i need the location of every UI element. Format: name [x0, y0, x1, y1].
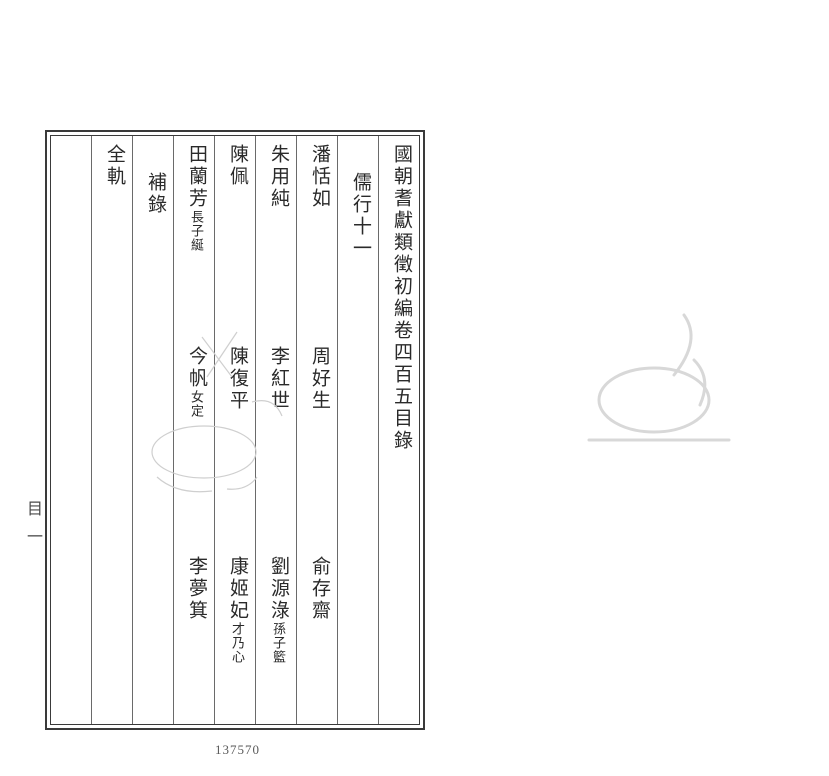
entry-column-5: 補錄 — [133, 136, 174, 724]
text-frame: 國朝耆獻類徵初編卷四百五目錄 儒行十一 潘恬如 周好生 俞存齋 朱用純 李紅世 … — [50, 135, 420, 725]
entry-name: 劉源淥孫子籃 — [265, 556, 292, 664]
entry-name: 補錄 — [142, 144, 169, 716]
entry-name: 田蘭芳長子綖 — [183, 144, 210, 716]
entry-main: 田蘭芳 — [186, 144, 207, 210]
blank-column — [51, 136, 92, 724]
entry-name: 全軌 — [101, 144, 128, 716]
entry-annotation: 孫子籃 — [271, 622, 286, 664]
volume-title: 國朝耆獻類徵初編卷四百五目錄 — [388, 144, 415, 716]
entry-name: 康姬妃才乃心 — [224, 556, 251, 664]
entry-annotation: 女定 — [189, 390, 204, 418]
entry-column-1: 潘恬如 周好生 俞存齋 — [297, 136, 338, 724]
entry-main: 今帆 — [186, 346, 207, 390]
entry-column-3: 陳佩 陳復平 康姬妃才乃心 — [215, 136, 256, 724]
section-column: 儒行十一 — [338, 136, 379, 724]
scan-page-number: 137570 — [215, 742, 260, 758]
entry-name: 李夢箕 — [183, 556, 210, 622]
entry-name: 潘恬如 — [306, 144, 333, 716]
entry-name: 李紅世 — [265, 346, 292, 412]
entry-column-2: 朱用純 李紅世 劉源淥孫子籃 — [256, 136, 297, 724]
entry-column-6: 全軌 — [92, 136, 133, 724]
fore-edge-label: 目一 — [20, 500, 44, 556]
watermark-seal — [569, 280, 749, 460]
scanned-book-page: 國朝耆獻類徵初編卷四百五目錄 儒行十一 潘恬如 周好生 俞存齋 朱用純 李紅世 … — [45, 130, 425, 730]
entry-column-4: 田蘭芳長子綖 今帆女定 李夢箕 — [174, 136, 215, 724]
entry-name: 陳復平 — [224, 346, 251, 412]
entry-annotation: 才乃心 — [230, 622, 245, 664]
entry-main: 劉源淥 — [268, 556, 289, 622]
section-heading: 儒行十一 — [347, 144, 374, 716]
entry-annotation: 長子綖 — [189, 210, 204, 252]
entry-name: 今帆女定 — [183, 346, 210, 418]
entry-name: 周好生 — [306, 346, 333, 412]
entry-name: 俞存齋 — [306, 556, 333, 622]
title-column: 國朝耆獻類徵初編卷四百五目錄 — [379, 136, 419, 724]
entry-main: 康姬妃 — [227, 556, 248, 622]
